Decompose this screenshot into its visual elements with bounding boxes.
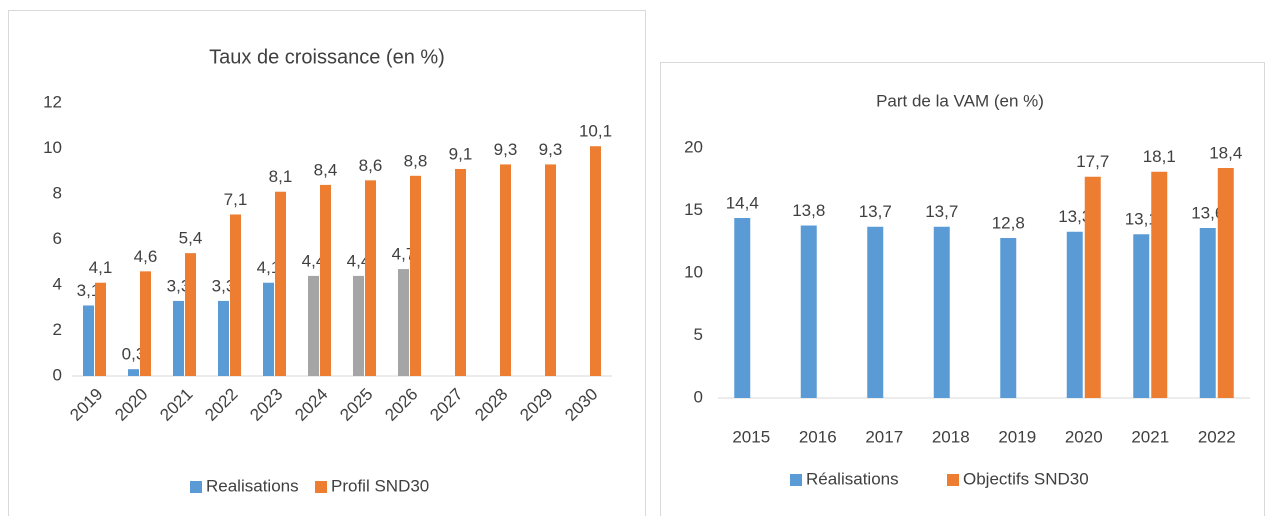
bar [1217,168,1234,398]
data-label: 12,8 [992,213,1025,232]
bar [128,369,139,376]
data-label: 4,4 [302,251,326,270]
x-tick-label: 2019 [998,427,1036,446]
data-label: 13,7 [859,202,892,221]
bar [1133,234,1150,398]
data-label: 14,4 [726,193,759,212]
data-label: 13,6 [1191,203,1224,222]
legend-swatch [315,481,327,493]
data-label: 13,8 [792,201,825,220]
data-label: 8,6 [359,156,383,175]
data-label: 13,7 [925,202,958,221]
bar [1199,228,1216,398]
data-label: 9,3 [494,140,518,159]
bar [734,218,751,398]
bar [365,180,376,376]
legend-label: Realisations [206,476,299,495]
data-label: 13,1 [1125,210,1158,229]
bar [140,271,151,376]
y-tick-label: 15 [684,200,703,219]
bar [590,146,601,376]
legend-swatch [190,481,202,493]
x-tick-label: 2020 [1065,427,1103,446]
bar [320,184,331,376]
legend-label: Réalisations [806,469,899,488]
y-tick-label: 6 [53,229,62,248]
data-label: 8,1 [269,167,293,186]
bar [353,275,364,376]
data-label: 4,6 [134,247,158,266]
legend-swatch [947,474,959,486]
y-tick-label: 2 [53,320,62,339]
bar [95,282,106,376]
data-label: 4,1 [257,258,281,277]
data-label: 3,3 [212,276,236,295]
bar [83,305,94,376]
bar [275,191,286,376]
bar [185,253,196,376]
y-tick-label: 0 [694,387,703,406]
x-tick-label: 2015 [732,427,770,446]
x-tick-label: 2018 [932,427,970,446]
bar [800,225,817,398]
data-label: 9,3 [539,140,563,159]
data-label: 8,4 [314,160,338,179]
data-label: 17,7 [1076,152,1109,171]
data-label: 4,7 [392,245,416,264]
legend-label: Objectifs SND30 [963,469,1089,488]
y-tick-label: 20 [684,137,703,156]
chart-title: Taux de croissance (en %) [209,46,445,68]
bar [1084,176,1101,398]
data-label: 8,8 [404,151,428,170]
y-tick-label: 0 [53,365,62,384]
bar [1000,238,1017,398]
bar [263,282,274,376]
data-label: 5,4 [179,229,203,248]
bar [398,269,409,376]
data-label: 7,1 [224,190,248,209]
legend-label: Profil SND30 [331,476,429,495]
y-tick-label: 4 [53,274,62,293]
y-tick-label: 8 [53,183,62,202]
bar [1151,171,1168,398]
legend-swatch [790,474,802,486]
bar [1066,231,1083,398]
data-label: 10,1 [579,122,612,141]
data-label: 4,4 [347,251,371,270]
y-tick-label: 10 [684,262,703,281]
bar [867,226,884,398]
bar [218,300,229,376]
bar [933,226,950,398]
bar [410,175,421,376]
x-tick-label: 2022 [1198,427,1236,446]
bar [500,164,511,376]
x-tick-label: 2017 [865,427,903,446]
y-tick-label: 5 [694,325,703,344]
data-label: 18,1 [1143,147,1176,166]
data-label: 13,3 [1058,207,1091,226]
bar [545,164,556,376]
bar [308,275,319,376]
data-label: 18,4 [1209,143,1242,162]
bar [455,168,466,376]
chart-title: Part de la VAM (en %) [876,91,1044,110]
x-tick-label: 2021 [1131,427,1169,446]
data-label: 4,1 [89,258,113,277]
data-label: 0,3 [122,345,146,364]
y-tick-label: 10 [43,138,62,157]
bar [173,300,184,376]
data-label: 9,1 [449,144,473,163]
data-label: 3,3 [167,276,191,295]
data-label: 3,1 [77,281,101,300]
bar [230,214,241,376]
y-tick-label: 12 [43,92,62,111]
chart-frame [660,62,1265,516]
x-tick-label: 2016 [799,427,837,446]
